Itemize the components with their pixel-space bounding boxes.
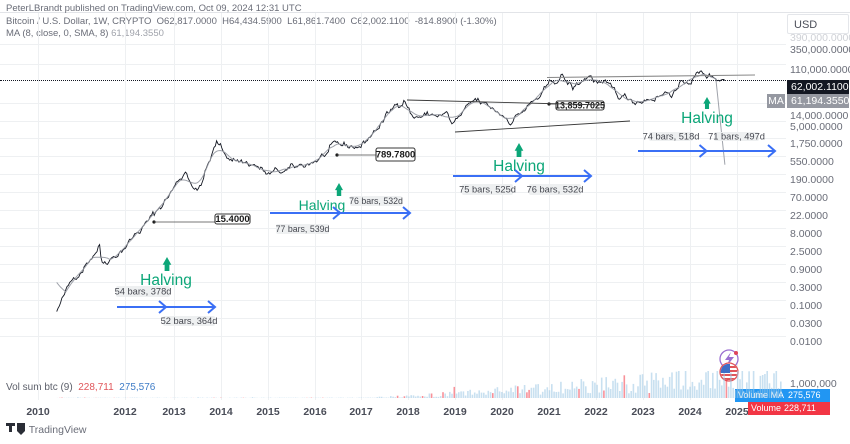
svg-text:52 bars, 364d: 52 bars, 364d [161,316,218,326]
svg-text:77 bars, 539d: 77 bars, 539d [276,224,330,234]
svg-text:54 bars, 378d: 54 bars, 378d [115,287,172,297]
svg-text:76 bars, 532d: 76 bars, 532d [349,196,403,206]
svg-text:74 bars, 518d: 74 bars, 518d [643,132,700,142]
svg-text:71 bars, 497d: 71 bars, 497d [708,132,765,142]
svg-text:15.4000: 15.4000 [215,214,249,225]
svg-text:Halving: Halving [681,110,733,127]
svg-text:789.7800: 789.7800 [376,150,416,161]
svg-text:76 bars, 532d: 76 bars, 532d [527,185,584,195]
svg-text:13,859.7025: 13,859.7025 [555,101,605,111]
svg-text:75 bars, 525d: 75 bars, 525d [459,185,516,195]
